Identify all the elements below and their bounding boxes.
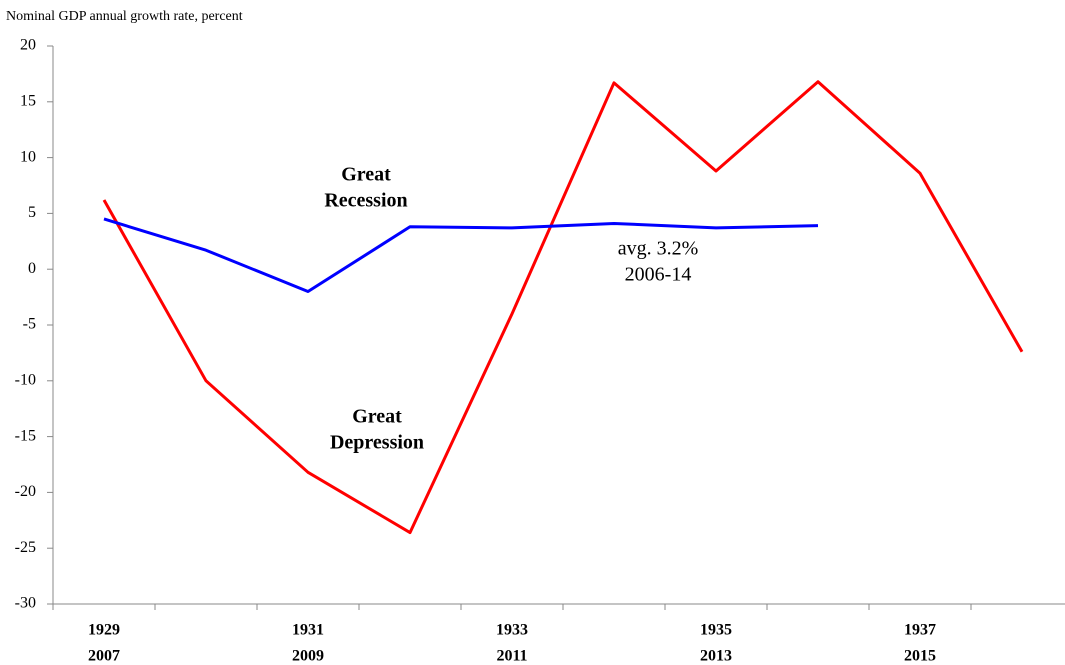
y-tick-label: -10 [15, 371, 36, 388]
x-tick-label: 1937 [904, 622, 936, 639]
annotation: avg. 3.2% [618, 238, 699, 260]
line-series [102, 80, 1024, 535]
x-tick-label: 1931 [292, 622, 324, 639]
annotation: Depression [330, 432, 424, 454]
x-tick-label-secondary: 2013 [700, 648, 732, 665]
y-tick-label: -20 [15, 483, 36, 500]
annotation: 2006-14 [625, 264, 692, 286]
y-tick-label: 20 [20, 37, 36, 54]
y-tick-label: -5 [23, 316, 36, 333]
x-tick-label: 1929 [88, 622, 120, 639]
x-tick-label-secondary: 2011 [496, 648, 527, 665]
annotation: Great [352, 406, 402, 428]
annotation: Recession [324, 190, 407, 212]
x-tick-label-secondary: 2007 [88, 648, 120, 665]
y-tick-label: 15 [20, 92, 36, 109]
y-tick-label: -30 [15, 595, 36, 612]
annotation: Great [341, 164, 391, 186]
x-tick-label: 1935 [700, 622, 732, 639]
y-tick-label: 0 [28, 260, 36, 277]
y-tick-label: 5 [28, 204, 36, 221]
y-tick-label: 10 [20, 148, 36, 165]
x-tick-label-secondary: 2015 [904, 648, 936, 665]
y-tick-label: -25 [15, 539, 36, 556]
line-series [103, 217, 819, 294]
chart-title: Nominal GDP annual growth rate, percent [6, 9, 243, 24]
y-tick-label: -15 [15, 427, 36, 444]
x-tick-label-secondary: 2009 [292, 648, 324, 665]
x-tick-label: 1933 [496, 622, 528, 639]
